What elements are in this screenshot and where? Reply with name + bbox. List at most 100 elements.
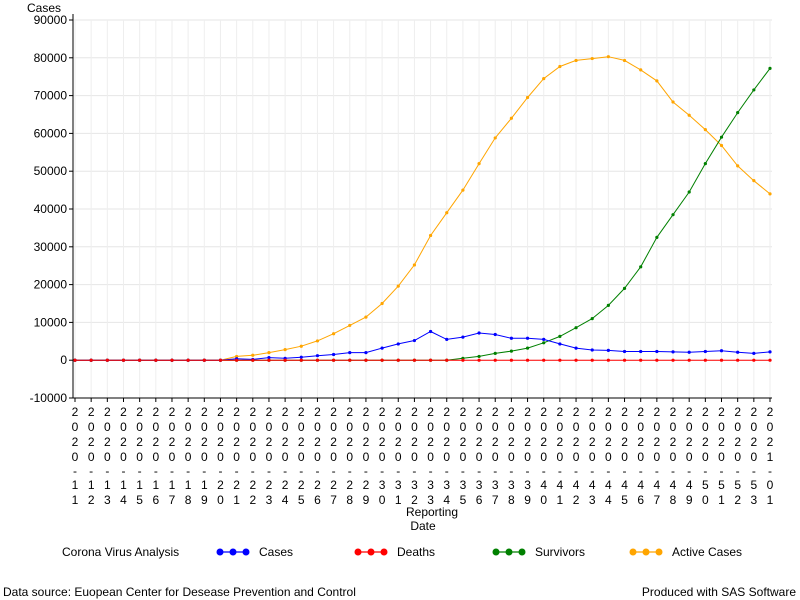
- svg-text:2: 2: [395, 435, 402, 449]
- svg-text:-: -: [267, 464, 271, 478]
- data-point-active-cases: [299, 344, 303, 348]
- svg-text:0: 0: [379, 420, 386, 434]
- svg-text:2: 2: [605, 435, 612, 449]
- axes: [69, 14, 772, 402]
- data-point-cases: [768, 350, 772, 354]
- data-point-cases: [622, 349, 627, 354]
- svg-text:-: -: [121, 464, 125, 478]
- svg-text:0: 0: [169, 420, 176, 434]
- svg-text:2: 2: [460, 405, 467, 419]
- svg-text:0: 0: [540, 450, 547, 464]
- svg-text:0: 0: [670, 420, 677, 434]
- svg-text:2: 2: [104, 435, 111, 449]
- svg-text:5: 5: [734, 478, 741, 492]
- svg-text:2: 2: [734, 405, 741, 419]
- svg-text:0: 0: [702, 450, 709, 464]
- svg-text:0: 0: [508, 450, 515, 464]
- svg-text:5: 5: [621, 493, 628, 507]
- svg-text:8: 8: [346, 493, 353, 507]
- svg-text:2: 2: [266, 478, 273, 492]
- data-point-active-cases: [235, 354, 239, 359]
- data-point-cases: [639, 349, 643, 354]
- svg-text:0: 0: [621, 420, 628, 434]
- svg-text:3: 3: [460, 478, 467, 492]
- svg-text:0: 0: [605, 450, 612, 464]
- svg-text:-: -: [671, 464, 675, 478]
- svg-text:2: 2: [217, 405, 224, 419]
- svg-text:2: 2: [654, 435, 661, 449]
- svg-text:-: -: [542, 464, 546, 478]
- svg-text:0: 0: [670, 450, 677, 464]
- svg-text:2: 2: [169, 435, 176, 449]
- svg-text:7: 7: [330, 493, 337, 507]
- svg-text:2: 2: [750, 405, 757, 419]
- svg-text:0: 0: [734, 420, 741, 434]
- svg-text:2: 2: [557, 405, 564, 419]
- svg-text:2: 2: [330, 405, 337, 419]
- svg-text:3: 3: [589, 493, 596, 507]
- series-line-cases: [75, 330, 771, 361]
- svg-text:2: 2: [476, 435, 483, 449]
- y-tick-label: 80000: [34, 51, 68, 65]
- svg-text:0: 0: [298, 450, 305, 464]
- y-axis-label: Cases: [27, 1, 61, 15]
- svg-text:0: 0: [734, 450, 741, 464]
- svg-text:3: 3: [427, 493, 434, 507]
- y-tick-label: 40000: [34, 202, 68, 216]
- svg-text:-: -: [138, 464, 142, 478]
- svg-text:-: -: [736, 464, 740, 478]
- svg-text:5: 5: [460, 493, 467, 507]
- svg-text:0: 0: [298, 420, 305, 434]
- svg-text:0: 0: [72, 420, 79, 434]
- svg-text:2: 2: [298, 478, 305, 492]
- svg-text:-: -: [703, 464, 707, 478]
- data-point-survivors: [574, 326, 578, 330]
- svg-text:1: 1: [120, 478, 127, 492]
- data-point-active-cases: [461, 188, 465, 192]
- svg-text:2: 2: [282, 478, 289, 492]
- data-point-deaths: [218, 358, 223, 362]
- svg-text:0: 0: [169, 450, 176, 464]
- svg-text:2: 2: [605, 405, 612, 419]
- svg-text:-: -: [590, 464, 594, 478]
- svg-text:-: -: [493, 464, 497, 478]
- svg-text:2: 2: [621, 405, 628, 419]
- data-point-deaths: [622, 358, 627, 362]
- svg-text:2: 2: [767, 435, 774, 449]
- svg-text:3: 3: [395, 478, 402, 492]
- svg-text:3: 3: [750, 493, 757, 507]
- svg-text:2: 2: [734, 435, 741, 449]
- x-axis-label-line1: Reporting: [406, 505, 458, 519]
- svg-text:4: 4: [621, 478, 628, 492]
- data-point-cases: [461, 335, 465, 339]
- svg-text:2: 2: [686, 435, 693, 449]
- svg-text:3: 3: [524, 478, 531, 492]
- svg-text:2: 2: [233, 405, 240, 419]
- svg-text:-: -: [170, 464, 174, 478]
- svg-text:4: 4: [282, 493, 289, 507]
- data-point-survivors: [736, 111, 740, 115]
- data-point-cases: [574, 346, 578, 350]
- data-point-deaths: [283, 358, 287, 362]
- svg-text:2: 2: [411, 405, 418, 419]
- data-point-survivors: [590, 317, 594, 321]
- data-point-deaths: [509, 358, 513, 362]
- svg-text:2: 2: [637, 435, 644, 449]
- svg-text:0: 0: [282, 450, 289, 464]
- svg-text:2: 2: [104, 405, 111, 419]
- svg-text:0: 0: [573, 420, 580, 434]
- svg-text:-: -: [348, 464, 352, 478]
- svg-text:0: 0: [443, 420, 450, 434]
- svg-text:0: 0: [136, 450, 143, 464]
- legend-item-cases: Cases: [216, 545, 293, 559]
- svg-text:2: 2: [152, 405, 159, 419]
